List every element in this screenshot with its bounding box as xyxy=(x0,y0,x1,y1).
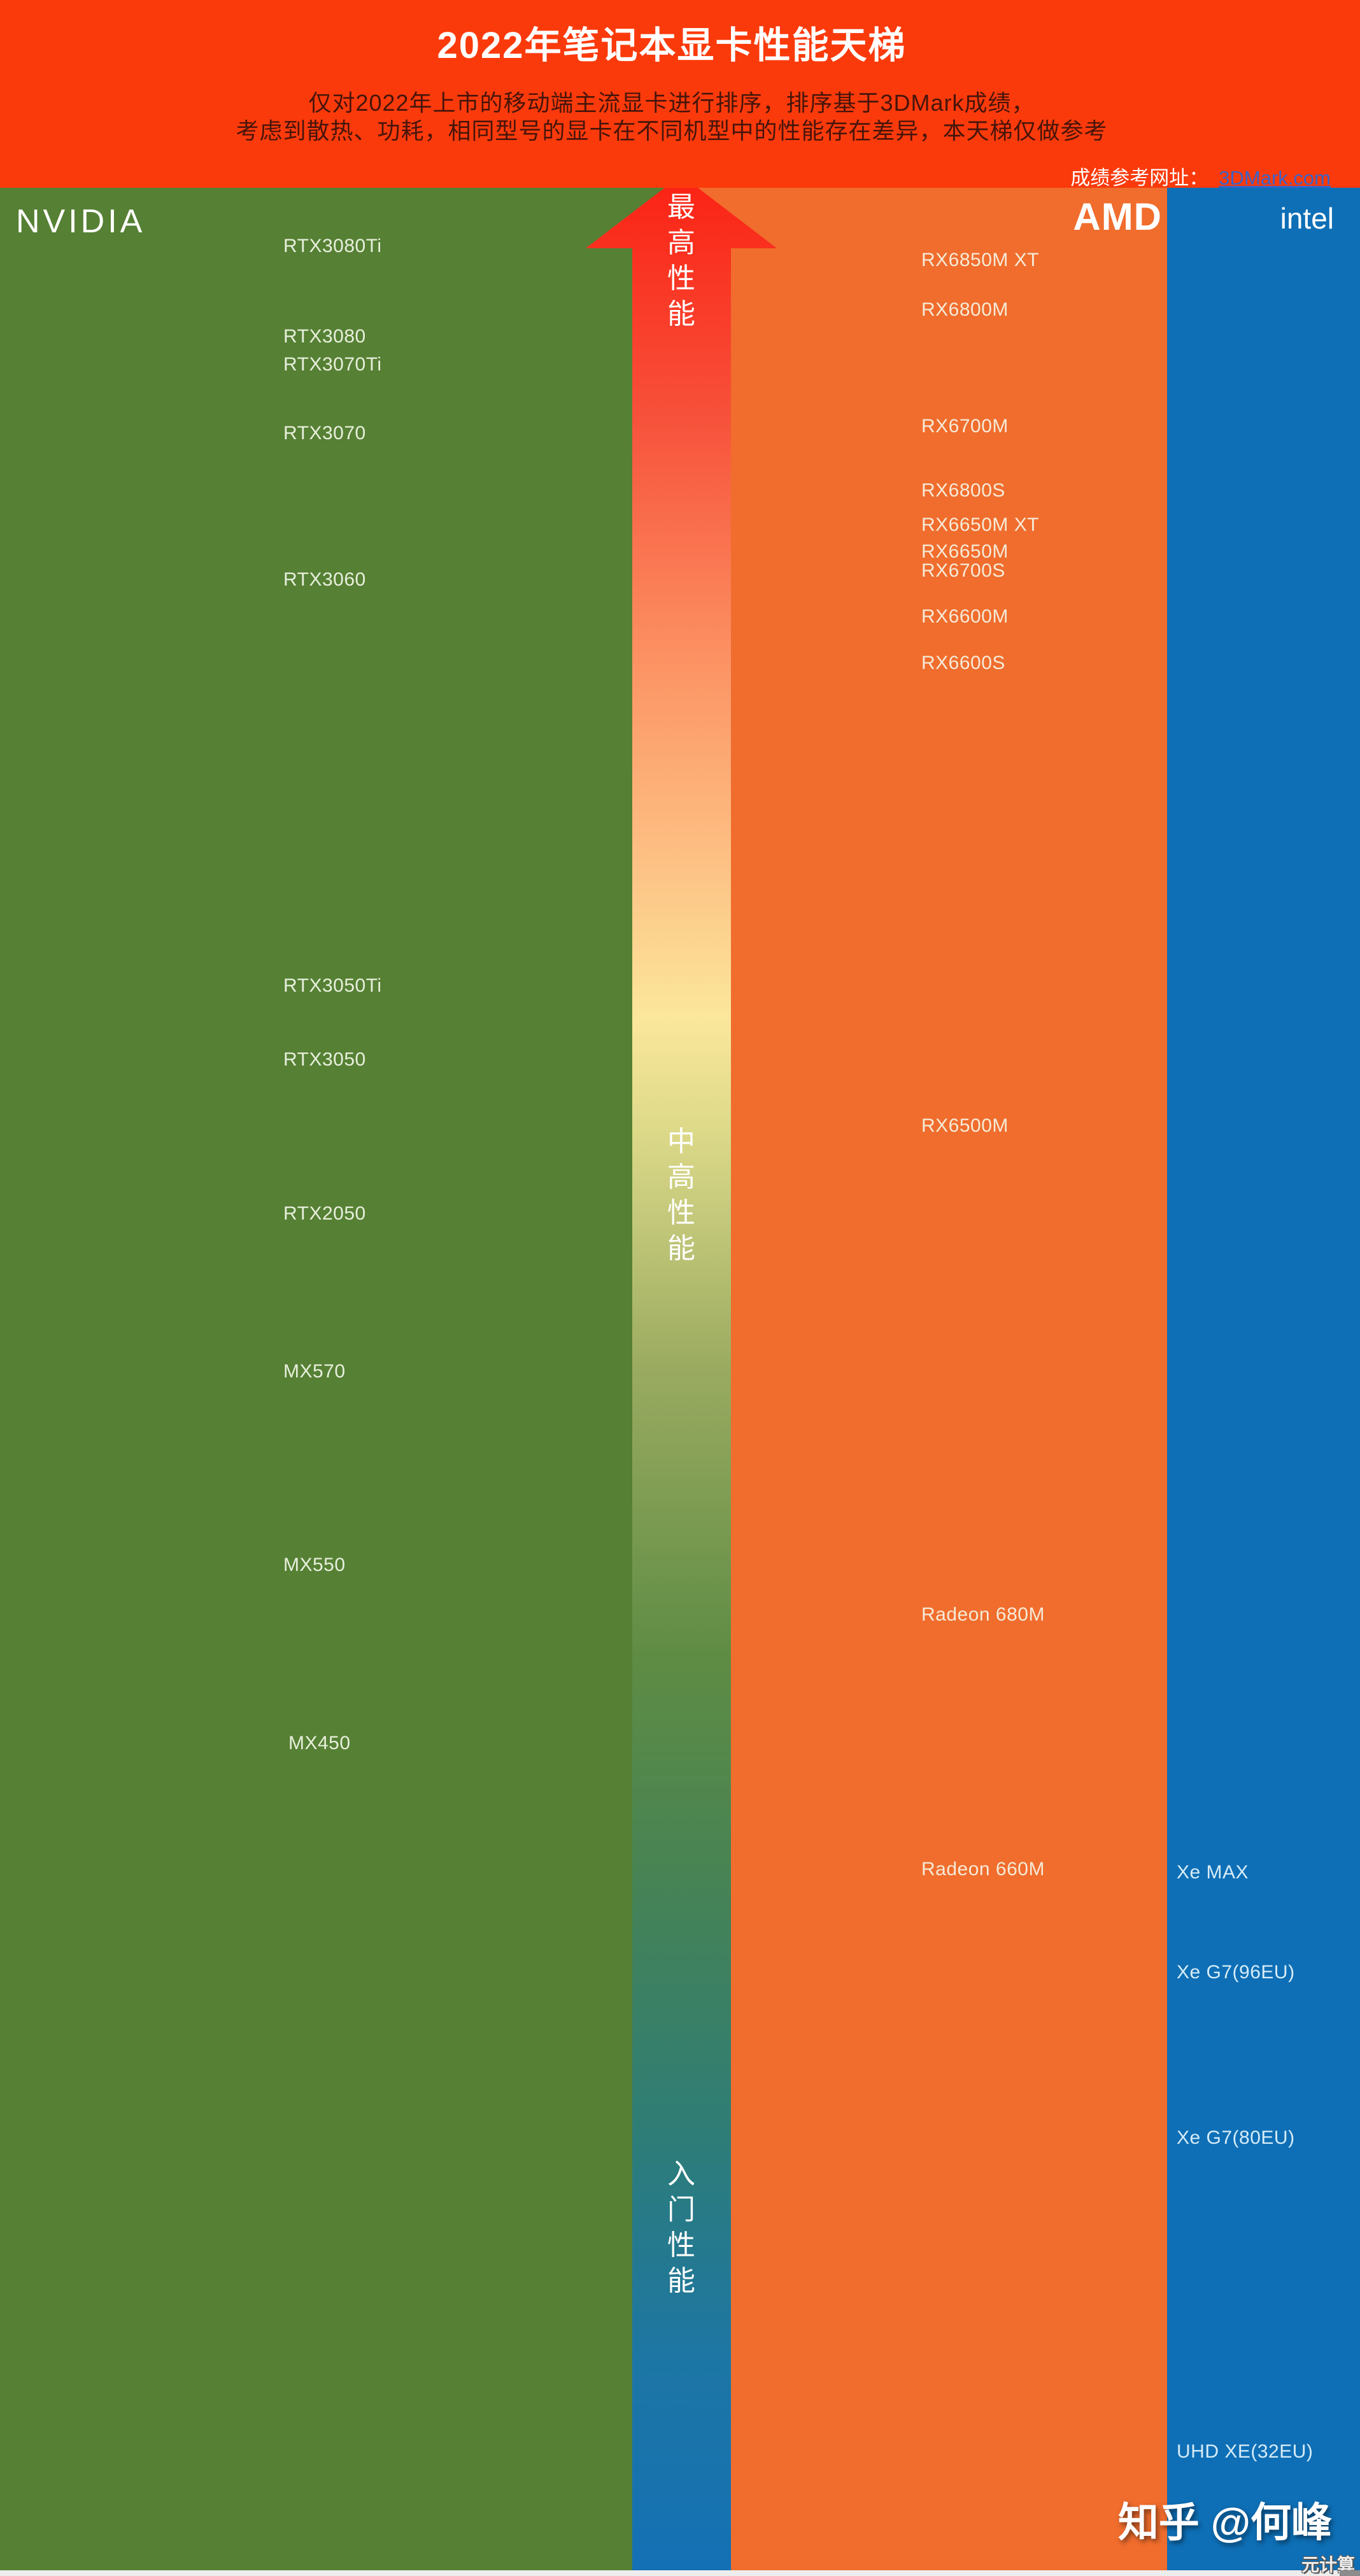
gpu-label: Radeon 680M xyxy=(921,1604,1045,1625)
header-banner: 2022年笔记本显卡性能天梯 仅对2022年上市的移动端主流显卡进行排序，排序基… xyxy=(0,0,1360,190)
gpu-label: RX6700S xyxy=(921,560,1005,581)
gpu-label: RX6800M xyxy=(921,299,1009,320)
gpu-label: RTX3070 xyxy=(283,423,366,444)
reference-label: 成绩参考网址： xyxy=(1070,167,1209,189)
column-intel xyxy=(1167,188,1360,2576)
brand-header-nvidia: NVIDIA xyxy=(16,203,146,240)
gpu-label: RX6600M xyxy=(921,606,1009,627)
subtitle-line-2: 考虑到散热、功耗，相同型号的显卡在不同机型中的性能存在差异，本天梯仅做参考 xyxy=(236,118,1108,144)
gpu-label: RTX2050 xyxy=(283,1203,366,1224)
column-nvidia xyxy=(0,188,681,2576)
reference-line: 成绩参考网址： 3DMark.com xyxy=(1070,162,1331,190)
gpu-label: RTX3060 xyxy=(283,569,366,590)
footer-strip xyxy=(0,2570,1360,2576)
brand-header-intel: intel xyxy=(1280,202,1334,235)
gpu-label: UHD XE(32EU) xyxy=(1177,2441,1314,2462)
gpu-label: MX450 xyxy=(288,1733,351,1754)
arrow-shape xyxy=(586,175,777,2576)
gpu-label: RTX3070Ti xyxy=(283,354,382,375)
gpu-label: Radeon 660M xyxy=(921,1859,1045,1880)
gpu-label: Xe MAX xyxy=(1177,1862,1249,1883)
gpu-label: MX570 xyxy=(283,1361,346,1382)
gpu-label: RTX3050 xyxy=(283,1049,366,1070)
brand-header-amd: AMD xyxy=(1073,195,1162,238)
performance-arrow xyxy=(586,175,777,2576)
tier-label: 最高性能 xyxy=(667,192,695,330)
gpu-label: RX6850M XT xyxy=(921,250,1040,271)
column-amd xyxy=(681,188,1167,2576)
gpu-label: RX6800S xyxy=(921,480,1005,501)
subtitle-line-1: 仅对2022年上市的移动端主流显卡进行排序，排序基于3DMark成绩， xyxy=(308,90,1035,116)
reference-link[interactable]: 3DMark.com xyxy=(1219,167,1331,189)
zhihu-watermark: 知乎 @何峰 xyxy=(1117,2500,1332,2545)
gpu-label: MX550 xyxy=(283,1554,346,1575)
page-title: 2022年笔记本显卡性能天梯 xyxy=(437,25,907,66)
gpu-label: RX6650M XT xyxy=(921,514,1040,535)
footer-corner-block xyxy=(1340,2570,1360,2576)
gpu-label: RTX3050Ti xyxy=(283,975,382,996)
gpu-label: RTX3080Ti xyxy=(283,236,382,257)
gpu-label: RX6650M xyxy=(921,541,1009,562)
tier-label: 中高性能 xyxy=(667,1126,695,1264)
gpu-label: Xe G7(96EU) xyxy=(1177,1962,1295,1983)
gpu-label: RTX3080 xyxy=(283,326,366,347)
gpu-label: RX6500M xyxy=(921,1115,1009,1136)
gpu-label: Xe G7(80EU) xyxy=(1177,2127,1295,2148)
gpu-label: RX6600S xyxy=(921,652,1005,673)
tier-label: 入门性能 xyxy=(667,2158,695,2297)
gpu-label: RX6700M xyxy=(921,416,1009,437)
